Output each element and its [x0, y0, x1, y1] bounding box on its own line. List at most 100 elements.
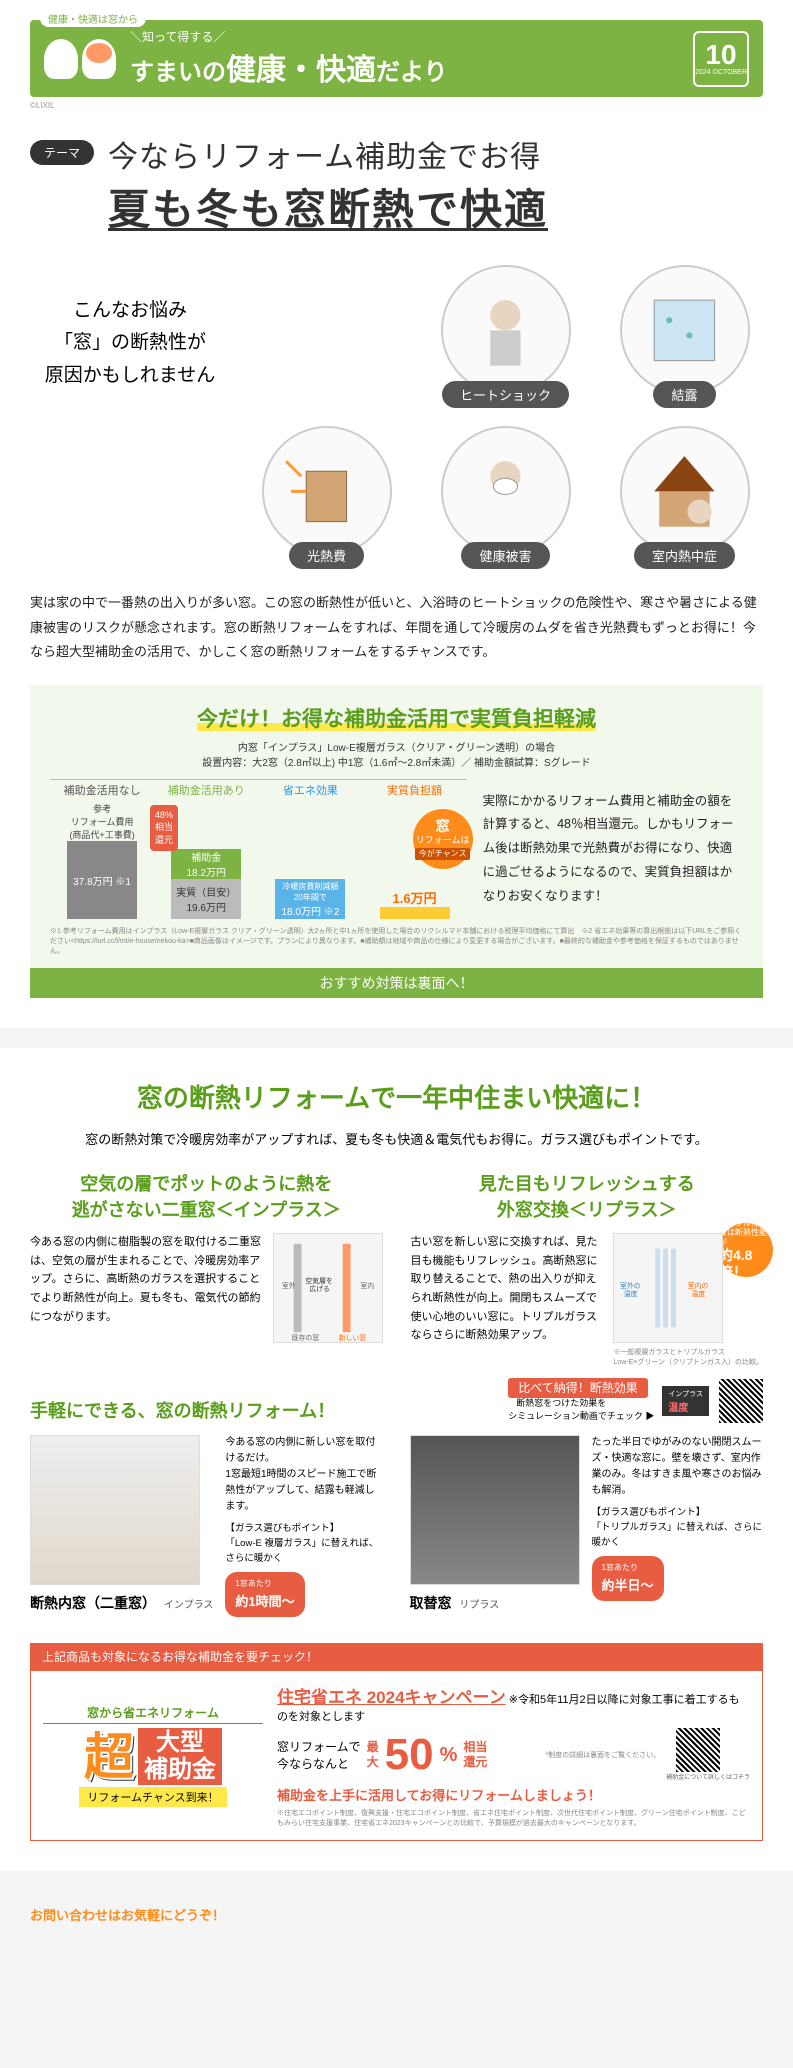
- body-text: 実は家の中で一番熱の出入りが多い窓。この窓の断熱性が低いと、入浴時のヒートショッ…: [30, 591, 763, 665]
- camp-pct: %: [440, 1743, 458, 1767]
- chart-header-2: 補助金活用あり: [154, 779, 258, 799]
- prod2-glass: 【ガラス選びもポイント】 「トリプルガラス」に替えれば、さらに暖かく: [592, 1505, 764, 1551]
- product-left: 断熱内窓（二重窓） インプラス: [30, 1435, 213, 1617]
- time-val: 約半日～: [602, 1578, 654, 1593]
- bar-4: [380, 907, 450, 919]
- campaign-left: 窓から省エネリフォーム 超 大型 補助金 リフォームチャンス到来！: [43, 1704, 263, 1807]
- campaign-box: 窓から省エネリフォーム 超 大型 補助金 リフォームチャンス到来！ 住宅省エネ …: [30, 1670, 763, 1841]
- two-columns: 空気の層でポットのように熱を 逃がさない二重窓＜インプラス＞ 今ある窓の内側に樹…: [30, 1172, 763, 1366]
- theme-headline: テーマ 今ならリフォーム補助金でお得 夏も冬も窓断熱で快適: [30, 132, 763, 237]
- bar3-val: 18.0万円 ※2: [278, 903, 342, 918]
- prod-name-text: 取替窓: [410, 1595, 452, 1611]
- diag-label: 室内: [360, 1281, 374, 1290]
- product-name: 取替窓 リプラス: [410, 1593, 580, 1613]
- col-inplus: 空気の層でポットのように熱を 逃がさない二重窓＜インプラス＞ 今ある窓の内側に樹…: [30, 1172, 383, 1366]
- header-titles: ＼知って得する／ すまいの健康・快適だより: [130, 28, 693, 89]
- theme-badge: テーマ: [30, 140, 94, 165]
- worry-label: 光熱費: [289, 542, 364, 569]
- prod1-glass: 【ガラス選びもポイント】 「Low-E 複層ガラス」に替えれば、さらに暖かく: [225, 1521, 383, 1567]
- svg-text:広げる: 広げる: [309, 1284, 330, 1293]
- svg-text:室外の: 室外の: [620, 1281, 641, 1290]
- prod2-text: たった半日でゆがみのない開閉スムーズ・快適な窓に。壁を壊さず、室内作業のみ。冬は…: [592, 1435, 764, 1499]
- product-info: たった半日でゆがみのない開閉スムーズ・快適な窓に。壁を壊さず、室内作業のみ。冬は…: [592, 1435, 764, 1617]
- bubble-top: 窓: [436, 818, 450, 835]
- theme-text: 今ならリフォーム補助金でお得 夏も冬も窓断熱で快適: [108, 132, 548, 237]
- worry-item-health: 健康被害: [427, 426, 584, 569]
- camp-left-top: 窓から省エネリフォーム: [43, 1704, 263, 1724]
- svg-text:空気層を: 空気層を: [305, 1276, 333, 1285]
- time-pre: 1窓あたり: [602, 1563, 638, 1572]
- subsidy-sub: 内窓「インプラス」Low-E複層ガラス（クリア・グリーン透明）の場合 設置内容：…: [50, 739, 743, 769]
- svg-text:温度: 温度: [624, 1289, 638, 1298]
- lixil-credit: ©LIXIL: [30, 101, 763, 110]
- camp-right-title-row: 住宅省エネ 2024キャンペーン ※令和5年11月2日以降に対象工事に着工するも…: [277, 1683, 750, 1724]
- time-pre: 1窓あたり: [235, 1579, 271, 1588]
- bar2a-label: 補助金: [174, 849, 238, 864]
- chart-headers: 補助金活用なし 補助金活用あり 省エネ効果 実質負担額: [50, 779, 467, 799]
- diag-label: 室外: [281, 1281, 295, 1290]
- qr-code-icon: [719, 1379, 763, 1423]
- svg-text:温度: 温度: [692, 1289, 706, 1298]
- products-row: 断熱内窓（二重窓） インプラス 今ある窓の内側に新しい窓を取付けるだけ。 1窓最…: [30, 1435, 763, 1617]
- camp-qr-wrap: 補助金について詳しくはコチラ: [666, 1728, 750, 1781]
- time-badge: 1窓あたり 約1時間～: [225, 1572, 304, 1617]
- chart-header-4: 実質負担額: [362, 779, 466, 799]
- temp-label: 温度: [668, 1403, 688, 1414]
- camp-seido: *制度の詳細は裏面をご覧ください。: [545, 1750, 660, 1760]
- compare-text: 比べて納得！断熱効果 断熱窓をつけた効果を シミュレーション動画でチェック ▶: [508, 1379, 654, 1422]
- camp-right-title: 住宅省エネ 2024キャンペーン: [277, 1688, 506, 1707]
- mascots: [44, 39, 116, 79]
- compare-bar: 比べて納得！断熱効果 断熱窓をつけた効果を シミュレーション動画でチェック ▶ …: [508, 1379, 763, 1423]
- worry-item-energy: 光熱費: [248, 426, 405, 569]
- bar3-label: 冷暖房費削減額 20年間で: [278, 881, 342, 903]
- chance-bubble: 窓 リフォームは 今がチャンス: [413, 809, 473, 869]
- chart-fineprint: ※1 参考リフォーム費用はインプラス（Low-E複層ガラス クリア・グリーン透明…: [50, 927, 743, 956]
- product-replus: 取替窓 リプラス たった半日でゆがみのない開閉スムーズ・快適な窓に。壁を壊さず、…: [410, 1435, 764, 1617]
- worry-illustration: [620, 265, 750, 395]
- camp-50: 50: [385, 1733, 434, 1777]
- worry-label: 室内熱中症: [634, 542, 735, 569]
- bar-col-3: 冷暖房費削減額 20年間で 18.0万円 ※2: [258, 779, 362, 919]
- bar-2a: 補助金 18.2万円: [171, 849, 241, 879]
- prod-name-text: 断熱内窓（二重窓）: [30, 1595, 156, 1611]
- header-tag: 健康・快適は窓から: [40, 10, 146, 27]
- header: 健康・快適は窓から ＼知って得する／ すまいの健康・快適だより 10 2024 …: [30, 20, 763, 97]
- theme-line2: 夏も冬も窓断熱で快適: [108, 176, 548, 237]
- prod-name-sub: リプラス: [459, 1600, 499, 1611]
- page-2: 窓の断熱リフォームで一年中住まい快適に！ 窓の断熱対策で冷暖房効率がアップすれば…: [0, 1048, 793, 1871]
- product-left: 取替窓 リプラス: [410, 1435, 580, 1617]
- return-badge: 48% 相当 還元: [150, 805, 178, 851]
- col2-diagram-wrap: トリプルガラスは断熱性能が 約4.8倍！ 室外の 温度 室内の 温度: [613, 1233, 763, 1367]
- worry-item-condensation: 結露: [606, 265, 763, 408]
- header-main: すまいの健康・快適だより: [130, 45, 693, 89]
- bubble-mid: リフォームは: [416, 835, 470, 846]
- product-inplus: 断熱内窓（二重窓） インプラス 今ある窓の内側に新しい窓を取付けるだけ。 1窓最…: [30, 1435, 384, 1617]
- bar-col-1: 参考 リフォーム費用 (商品代+工事費) 37.8万円 ※1: [50, 779, 154, 919]
- title-main: 健康・快適: [226, 54, 376, 87]
- col2-note: ※一般複層ガラスとトリプルガラス Low-E×グリーン（クリプトンガス入）の比較…: [613, 1347, 763, 1367]
- product-info: 今ある窓の内側に新しい窓を取付けるだけ。 1窓最短1時間のスピード施工で断熱性が…: [225, 1435, 383, 1617]
- subsidy-box: 今だけ！お得な補助金活用で実質負担軽減 内窓「インプラス」Low-E複層ガラス（…: [30, 685, 763, 998]
- easy-header-row: 手軽にできる、窓の断熱リフォーム！ 比べて納得！断熱効果 断熱窓をつけた効果を …: [30, 1367, 763, 1435]
- worry-label: 健康被害: [461, 542, 549, 569]
- page2-lead: 窓の断熱対策で冷暖房効率がアップすれば、夏も冬も快適＆電気代もお得に。ガラス選び…: [30, 1129, 763, 1148]
- time-val: 約1時間～: [235, 1594, 294, 1609]
- easy-title: 手軽にできる、窓の断熱リフォーム！: [30, 1397, 335, 1423]
- camp-cho: 超: [84, 1732, 134, 1782]
- prod-name-sub: インプラス: [164, 1600, 214, 1611]
- worry-grid: ヒートショック 結露 光熱費 健康被害 室内熱中症: [248, 265, 763, 569]
- camp-row-pre: 窓リフォームで 今ならなんと: [277, 1738, 361, 1772]
- footer-contact: お問い合わせはお気軽にどうぞ！: [0, 1891, 793, 1938]
- camp-fine: ※住宅エコポイント制度、復興支援・住宅エコポイント制度、省エネ住宅ポイント制度、…: [277, 1808, 750, 1828]
- worry-label: ヒートショック: [442, 381, 569, 408]
- camp-big: 超 大型 補助金: [43, 1728, 263, 1785]
- bar2a-val: 18.2万円: [174, 864, 238, 879]
- product-image: [410, 1435, 580, 1585]
- worry-item-heatstroke: 室内熱中症: [606, 426, 763, 569]
- subsidy-title: 今だけ！お得な補助金活用で実質負担軽減: [50, 703, 743, 733]
- title-pre: すまいの: [130, 59, 226, 86]
- camp-action: 補助金を上手に活用してお得にリフォームしましょう！: [277, 1785, 750, 1804]
- col1-text: 今ある窓の内側に樹脂製の窓を取付ける二重窓は、空気の層が生まれることで、冷暖房効…: [30, 1233, 263, 1326]
- month-label: 2024 OCTOBER: [695, 69, 747, 76]
- time-badge: 1窓あたり 約半日～: [592, 1556, 664, 1601]
